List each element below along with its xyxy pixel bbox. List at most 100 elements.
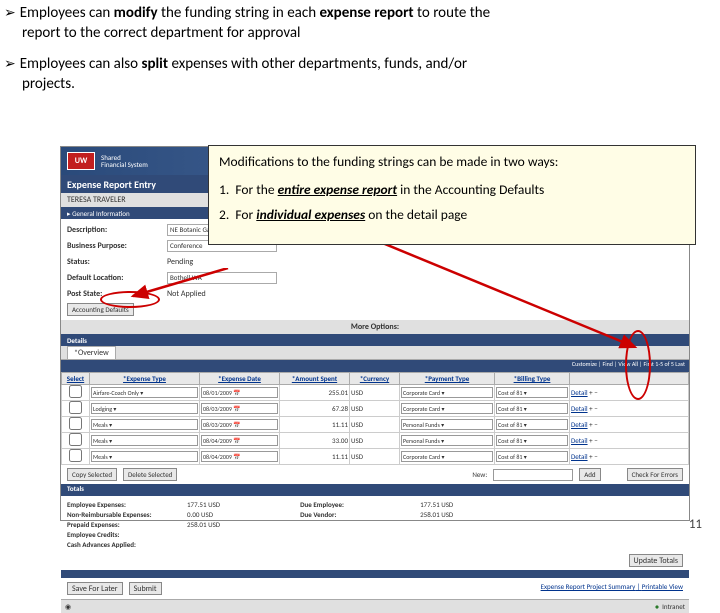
col-type[interactable]: *Expense Type [90,373,200,385]
remove-row-icon[interactable]: − [594,452,598,461]
callout-item-1: 1. For the entire expense report in the … [219,180,685,200]
billing-type-select[interactable]: Cost of 81 ▾ [496,451,568,462]
table-row: Lodging ▾08/03/2009 📅67.28USDCorporate C… [62,401,689,417]
intro-text: ➢ Employees can modify the funding strin… [0,0,720,96]
expense-table: Select *Expense Type *Expense Date *Amou… [61,372,689,465]
currency-value: USD [350,433,400,449]
expense-date-field[interactable]: 08/03/2009 📅 [201,419,278,430]
detail-link[interactable]: Detail [571,388,588,397]
check-errors-button[interactable]: Check For Errors [627,468,683,481]
purpose-label: Business Purpose: [67,241,167,251]
row-checkbox[interactable] [69,449,82,462]
table-row: Airfare-Coach Only ▾08/01/2009 📅255.01US… [62,385,689,401]
red-arrow-1 [128,268,238,308]
expense-date-field[interactable]: 08/03/2009 📅 [201,403,278,414]
col-payment[interactable]: *Payment Type [400,373,495,385]
prepaid-label: Prepaid Expenses: [67,520,187,529]
detail-link[interactable]: Detail [571,452,588,461]
page-title: Expense Report Entry [67,178,156,191]
table-row: Meals ▾08/03/2009 📅11.11USDPersonal Fund… [62,417,689,433]
table-header-row: Select *Expense Type *Expense Date *Amou… [62,373,689,385]
add-row-icon[interactable]: + [589,436,593,445]
bullet-arrow-icon: ➢ [4,55,16,73]
billing-type-select[interactable]: Cost of 81 ▾ [496,419,568,430]
remove-row-icon[interactable]: − [594,404,598,413]
status-done-icon: ◉ [65,602,71,611]
remove-row-icon[interactable]: − [594,388,598,397]
expense-type-select[interactable]: Airfare-Coach Only ▾ [91,387,198,398]
tab-overview[interactable]: *Overview [67,346,116,359]
add-button[interactable]: Add [579,468,600,481]
payment-type-select[interactable]: Corporate Card ▾ [401,387,493,398]
copy-selected-button[interactable]: Copy Selected [67,468,117,481]
expense-type-select[interactable]: Meals ▾ [91,419,198,430]
col-select[interactable]: Select [62,373,90,385]
emp-exp-value: 177.51 USD [187,500,220,509]
remove-row-icon[interactable]: − [594,436,598,445]
bullet-2: ➢ Employees can also split expenses with… [4,55,712,75]
description-label: Description: [67,225,167,235]
new-expense-select[interactable] [493,469,573,481]
cash-label: Cash Advances Applied: [67,540,187,549]
currency-value: USD [350,385,400,401]
billing-type-select[interactable]: Cost of 81 ▾ [496,435,568,446]
expense-date-field[interactable]: 08/04/2009 📅 [201,435,278,446]
currency-value: USD [350,417,400,433]
payment-type-select[interactable]: Corporate Card ▾ [401,451,493,462]
remove-row-icon[interactable]: − [594,420,598,429]
billing-type-select[interactable]: Cost of 81 ▾ [496,387,568,398]
payment-type-select[interactable]: Corporate Card ▾ [401,403,493,414]
save-for-later-button[interactable]: Save For Later [67,582,123,595]
col-billing[interactable]: *Billing Type [495,373,570,385]
callout-title: Modifications to the funding strings can… [219,152,685,172]
col-date[interactable]: *Expense Date [200,373,280,385]
due-emp-label: Due Employee: [300,500,420,509]
red-arrow-2 [380,237,650,367]
amount-value[interactable]: 33.00 [280,433,350,449]
due-vend-label: Due Vendor: [300,510,420,519]
table-row: Meals ▾08/04/2009 📅11.11USDCorporate Car… [62,449,689,465]
payment-type-select[interactable]: Personal Funds ▾ [401,419,493,430]
expense-type-select[interactable]: Meals ▾ [91,435,198,446]
amount-value[interactable]: 255.01 [280,385,350,401]
nonreimb-value: 0.00 USD [187,510,213,519]
prepaid-value: 258.01 USD [187,520,220,529]
page-number: 11 [689,517,702,532]
add-row-icon[interactable]: + [589,388,593,397]
expense-date-field[interactable]: 08/01/2009 📅 [201,387,278,398]
callout-box: Modifications to the funding strings can… [208,145,696,245]
bullet-2-cont: projects. [4,75,712,95]
totals-header: Totals [61,484,689,496]
payment-type-select[interactable]: Personal Funds ▾ [401,435,493,446]
billing-type-select[interactable]: Cost of 81 ▾ [496,403,568,414]
browser-status-bar: ◉ ● Intranet [61,599,689,613]
table-row: Meals ▾08/04/2009 📅33.00USDPersonal Fund… [62,433,689,449]
row-checkbox[interactable] [69,417,82,430]
delete-selected-button[interactable]: Delete Selected [123,468,177,481]
update-totals-button[interactable]: Update Totals [629,554,683,567]
add-row-icon[interactable]: + [589,420,593,429]
expense-type-select[interactable]: Lodging ▾ [91,403,198,414]
col-amount[interactable]: *Amount Spent [280,373,350,385]
expense-date-field[interactable]: 08/04/2009 📅 [201,451,278,462]
project-summary-link[interactable]: Expense Report Project Summary | Printab… [541,582,683,595]
detail-link[interactable]: Detail [571,404,588,413]
amount-value[interactable]: 11.11 [280,449,350,465]
system-label: SharedFinancial System [101,154,148,168]
row-checkbox[interactable] [69,433,82,446]
expense-type-select[interactable]: Meals ▾ [91,451,198,462]
amount-value[interactable]: 11.11 [280,417,350,433]
due-emp-value: 177.51 USD [420,500,453,509]
row-checkbox[interactable] [69,385,82,398]
add-row-icon[interactable]: + [589,404,593,413]
submit-button[interactable]: Submit [129,582,162,595]
detail-link[interactable]: Detail [571,420,588,429]
detail-link[interactable]: Detail [571,436,588,445]
row-checkbox[interactable] [69,401,82,414]
callout-item-2: 2. For individual expenses on the detail… [219,205,685,225]
col-currency[interactable]: *Currency [350,373,400,385]
add-row-icon[interactable]: + [589,452,593,461]
amount-value[interactable]: 67.28 [280,401,350,417]
bullet-1-cont: report to the correct department for app… [4,24,712,44]
totals-area: Employee Expenses:177.51 USD Non-Reimbur… [61,496,689,554]
